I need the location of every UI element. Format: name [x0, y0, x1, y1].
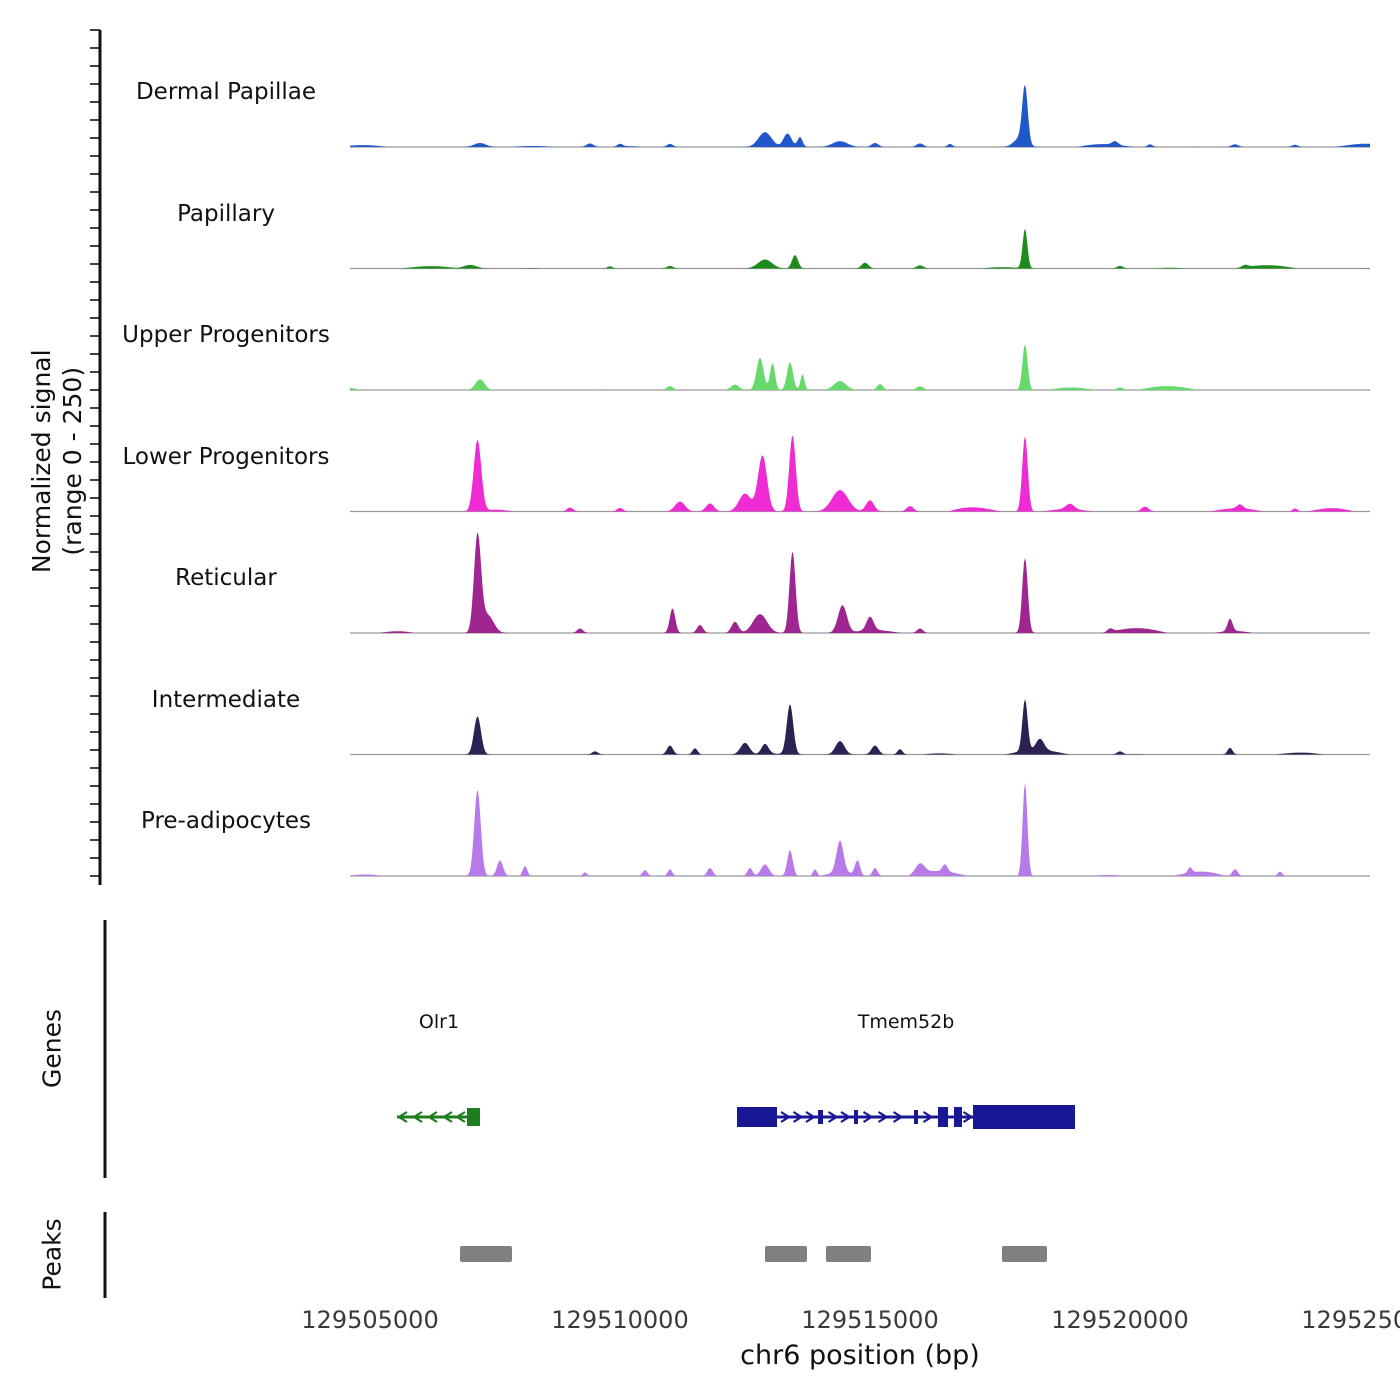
peaks-section-label: Peaks — [37, 1218, 67, 1291]
track-label-papillary: Papillary — [177, 201, 275, 227]
peak-call-box — [826, 1246, 871, 1262]
y-axis-label-line1: Normalized signal — [26, 349, 56, 574]
x-tick-label: 129520000 — [1051, 1306, 1188, 1334]
gene-strand-arrow-icon — [840, 1111, 852, 1123]
signal-track-upper-progenitors — [350, 344, 1370, 390]
signal-track-lower-progenitors — [350, 436, 1370, 512]
x-axis-label: chr6 position (bp) — [740, 1340, 980, 1371]
gene-exon-tmem52b — [914, 1110, 918, 1124]
track-label-upper-progenitors: Upper Progenitors — [122, 322, 330, 348]
y-axis-label-line2: (range 0 - 250) — [58, 366, 87, 556]
track-label-lower-progenitors: Lower Progenitors — [123, 444, 330, 470]
peak-call-box — [460, 1246, 512, 1262]
gene-name-tmem52b: Tmem52b — [857, 1011, 955, 1033]
track-label-pre-adipocytes: Pre-adipocytes — [141, 808, 311, 834]
gene-strand-arrow-icon — [411, 1111, 423, 1123]
gene-exon-tmem52b — [818, 1110, 823, 1124]
gene-strand-arrow-icon — [441, 1111, 453, 1123]
x-tick-label: 129525000 — [1301, 1306, 1400, 1334]
gene-strand-arrow-icon — [827, 1111, 839, 1123]
gene-exon-tmem52b — [973, 1105, 1075, 1129]
gene-exon-tmem52b — [854, 1110, 858, 1124]
gene-strand-arrow-icon — [962, 1111, 974, 1123]
track-label-intermediate: Intermediate — [152, 687, 300, 713]
x-tick-label: 129515000 — [801, 1306, 938, 1334]
gene-strand-arrow-icon — [454, 1111, 466, 1123]
track-label-dermal-papillae: Dermal Papillae — [136, 79, 316, 105]
gene-strand-arrow-icon — [877, 1111, 889, 1123]
y-axis-label: Normalized signal (range 0 - 250) — [26, 111, 89, 811]
peak-call-box — [765, 1246, 807, 1262]
x-tick-label: 129505000 — [301, 1306, 438, 1334]
gene-strand-arrow-icon — [805, 1111, 817, 1123]
gene-strand-arrow-icon — [396, 1111, 408, 1123]
gene-strand-arrow-icon — [792, 1111, 804, 1123]
signal-track-papillary — [350, 228, 1370, 269]
signal-track-pre-adipocytes — [350, 782, 1370, 876]
gene-strand-arrow-icon — [426, 1111, 438, 1123]
gene-strand-arrow-icon — [862, 1111, 874, 1123]
gene-exon-tmem52b — [737, 1107, 777, 1127]
gene-exon-tmem52b — [938, 1107, 948, 1127]
signal-track-intermediate — [350, 699, 1370, 755]
gene-strand-arrow-icon — [780, 1111, 792, 1123]
gene-name-olr1: Olr1 — [419, 1011, 459, 1033]
gene-strand-arrow-icon — [922, 1111, 934, 1123]
track-label-reticular: Reticular — [175, 565, 277, 591]
signal-track-dermal-papillae — [350, 84, 1370, 147]
x-tick-label: 129510000 — [551, 1306, 688, 1334]
signal-track-reticular — [350, 532, 1370, 633]
gene-exon-tmem52b — [954, 1107, 962, 1127]
peak-call-box — [1002, 1246, 1047, 1262]
gene-exon-olr1 — [467, 1108, 480, 1126]
gene-strand-arrow-icon — [892, 1111, 904, 1123]
